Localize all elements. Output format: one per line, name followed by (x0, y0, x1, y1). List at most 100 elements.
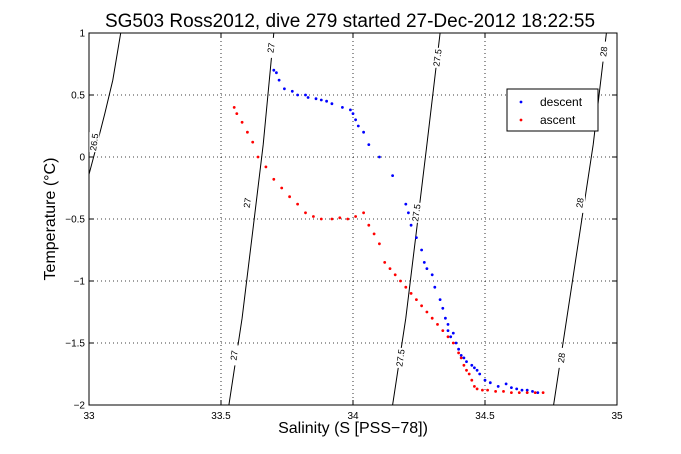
contour-label-bg (229, 345, 240, 366)
point-ascent (235, 112, 239, 115)
point-ascent (470, 378, 474, 382)
x-tick-label: 35 (611, 411, 623, 422)
point-descent (441, 306, 445, 310)
point-ascent (430, 316, 434, 320)
point-ascent (486, 388, 489, 392)
point-ascent (296, 202, 299, 206)
isopycnal-line-26.5 (89, 33, 122, 175)
x-tick-label: 33 (83, 411, 95, 422)
point-descent (391, 174, 394, 178)
point-ascent (517, 391, 521, 394)
contour-label-bg (266, 37, 277, 58)
point-descent (272, 68, 276, 72)
point-descent (483, 378, 487, 382)
data-points (232, 68, 545, 394)
point-descent (314, 97, 318, 101)
point-descent (367, 143, 371, 147)
contour-label: 27.5 (410, 203, 422, 222)
point-descent (277, 78, 281, 82)
point-descent (475, 368, 479, 372)
point-ascent (404, 285, 408, 289)
contour-label-bg (575, 192, 586, 213)
contour-label-bg (556, 347, 567, 368)
point-descent (488, 381, 492, 385)
contour-label-bg (89, 132, 100, 153)
point-descent (378, 155, 381, 159)
point-descent (470, 363, 474, 367)
point-ascent (393, 273, 397, 277)
point-ascent (415, 298, 418, 301)
y-tick-label: −0.5 (65, 215, 85, 226)
point-descent (407, 211, 410, 215)
point-ascent (475, 387, 479, 391)
contour-label: 27 (266, 42, 277, 53)
point-ascent (378, 242, 381, 246)
point-descent (446, 329, 450, 332)
legend-marker-descent (519, 100, 523, 104)
point-descent (446, 323, 450, 326)
point-descent (504, 382, 508, 386)
point-ascent (533, 391, 537, 394)
density-contours: 26.5 27 27 27 27.5 27.5 27.5 28 28 28 (88, 33, 609, 405)
x-tick-label: 34.5 (475, 411, 495, 422)
point-ascent (494, 390, 497, 393)
legend-label-ascent: ascent (540, 113, 576, 127)
point-ascent (502, 390, 505, 393)
point-ascent (372, 232, 376, 236)
contour-label-bg (598, 41, 609, 62)
point-ascent (330, 217, 334, 221)
contour-label: 27 (229, 350, 240, 361)
point-ascent (465, 368, 468, 372)
point-descent (531, 390, 534, 393)
point-ascent (272, 177, 276, 181)
point-ascent (446, 335, 450, 339)
point-descent (362, 130, 365, 134)
point-descent (430, 273, 434, 277)
point-ascent (362, 211, 365, 215)
point-descent (341, 106, 344, 109)
x-axis-label: Salinity (S [PSS−78]) (278, 420, 428, 437)
chart-title: SG503 Ross2012, dive 279 started 27-Dec-… (105, 11, 595, 32)
y-tick-label: −2 (74, 401, 86, 412)
point-ascent (280, 186, 284, 190)
contour-label: 27.5 (431, 48, 443, 67)
legend: descent ascent (506, 88, 599, 132)
point-descent (454, 341, 458, 345)
point-ascent (288, 195, 291, 199)
point-ascent (473, 385, 476, 388)
y-tick-label: 1 (79, 29, 85, 40)
point-descent (275, 71, 278, 75)
point-ascent (367, 223, 371, 227)
point-descent (306, 96, 310, 99)
point-descent (515, 387, 519, 391)
point-descent (319, 98, 323, 102)
point-ascent (462, 363, 466, 367)
contour-label: 28 (556, 352, 567, 363)
point-descent (290, 89, 294, 93)
y-tick-label: 0 (79, 153, 85, 164)
y-tick-label: −1 (74, 277, 86, 288)
point-descent (330, 102, 334, 106)
point-descent (465, 360, 468, 363)
point-ascent (459, 356, 463, 360)
point-descent (473, 366, 476, 370)
point-ascent (425, 310, 429, 314)
point-ascent (256, 155, 260, 159)
y-tick-label: −1.5 (65, 339, 85, 350)
point-descent (462, 356, 466, 360)
point-descent (525, 388, 529, 392)
contour-label-bg (411, 202, 422, 223)
point-ascent (338, 216, 342, 220)
point-ascent (409, 292, 413, 295)
plot-area: 26.5 27 27 27 27.5 27.5 27.5 28 28 28 33 33.5 34 34.… (65, 29, 623, 423)
point-descent (433, 285, 437, 289)
point-ascent (319, 217, 323, 221)
y-axis-label: Temperature (°C) (42, 158, 59, 281)
x-tick-label: 33.5 (211, 411, 231, 422)
point-ascent (251, 140, 255, 144)
point-ascent (264, 165, 268, 169)
contour-label-bg (242, 192, 253, 213)
point-ascent (457, 351, 460, 355)
point-ascent (346, 217, 350, 221)
